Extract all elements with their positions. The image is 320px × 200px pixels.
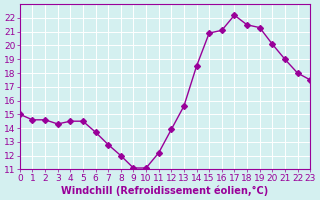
X-axis label: Windchill (Refroidissement éolien,°C): Windchill (Refroidissement éolien,°C) [61, 185, 268, 196]
